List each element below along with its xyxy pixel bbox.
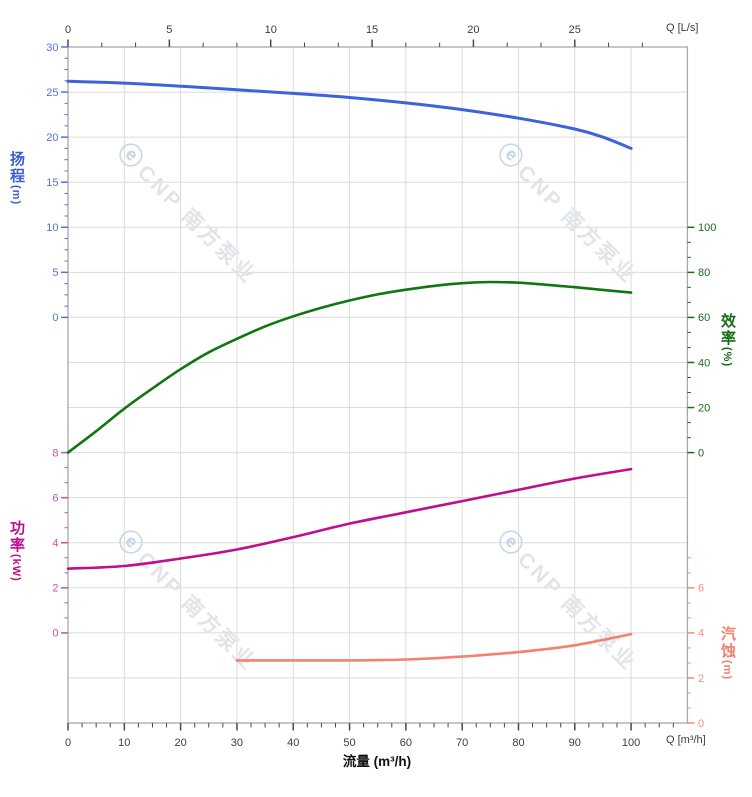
power-axis-unit: (kW) <box>10 554 22 582</box>
curve-npsh <box>235 632 633 662</box>
npsh-axis-title-text: 汽蚀 <box>719 626 736 660</box>
power-axis-title-text: 功率 <box>8 520 25 554</box>
efficiency-axis-title: 效率(%) <box>719 313 736 368</box>
npsh-axis-tick-label: 6 <box>698 583 704 595</box>
top-axis-tick-label: 10 <box>265 24 277 36</box>
bottom-axis-tick-label: 50 <box>343 737 355 749</box>
watermark-text: CNP 南方泵业 <box>513 160 642 289</box>
head-axis-title: 扬程(m) <box>8 151 25 206</box>
npsh-axis-title: 汽蚀(m) <box>719 626 736 681</box>
curve-eff <box>66 280 633 454</box>
eff-axis-tick-label: 40 <box>698 357 710 369</box>
bottom-axis-tick-label: 0 <box>65 737 71 749</box>
eff-axis-tick-label: 60 <box>698 312 710 324</box>
eff-axis-tick-label: 20 <box>698 402 710 414</box>
bottom-axis-tick-label: 60 <box>400 737 412 749</box>
top-axis-tick-label: 0 <box>65 24 71 36</box>
power-axis-tick-label: 2 <box>52 583 58 595</box>
head-axis-title-text: 扬程 <box>8 151 25 185</box>
bottom-axis-tick-label: 80 <box>512 737 524 749</box>
head-axis-unit: (m) <box>10 185 22 206</box>
watermark: ⓔCNP 南方泵业 <box>112 524 264 676</box>
eff-axis-tick-label: 80 <box>698 267 710 279</box>
watermark-text: CNP 南方泵业 <box>133 547 262 676</box>
efficiency-axis-unit: (%) <box>721 347 733 368</box>
power-axis-tick-label: 6 <box>52 492 58 504</box>
eff-axis-tick-label: 0 <box>698 447 704 459</box>
head-axis-tick-label: 15 <box>46 177 58 189</box>
head-axis-tick-label: 0 <box>52 312 58 324</box>
bottom-axis-tick-label: 100 <box>622 737 640 749</box>
npsh-axis-tick-label: 4 <box>698 628 704 640</box>
power-axis-tick-label: 4 <box>52 538 58 550</box>
top-axis-tick-label: 20 <box>467 24 479 36</box>
bottom-axis-tick-label: 40 <box>287 737 299 749</box>
power-axis-tick-label: 0 <box>52 628 58 640</box>
bottom-axis-tick-label: 30 <box>231 737 243 749</box>
npsh-axis-tick-label: 0 <box>698 718 704 730</box>
bottom-axis-tick-label: 90 <box>569 737 581 749</box>
watermark: ⓔCNP 南方泵业 <box>112 137 264 289</box>
top-axis-tick-label: 25 <box>569 24 581 36</box>
watermark-text: CNP 南方泵业 <box>133 160 262 289</box>
head-axis-tick-label: 20 <box>46 132 58 144</box>
npsh-axis-tick-label: 2 <box>698 673 704 685</box>
bottom-axis-unit-label: Q [m³/h] <box>666 734 706 746</box>
watermark-text: CNP 南方泵业 <box>513 547 642 676</box>
top-axis-tick-label: 5 <box>166 24 172 36</box>
head-axis-tick-label: 30 <box>46 42 58 54</box>
power-axis-tick-label: 8 <box>52 447 58 459</box>
watermark: ⓔCNP 南方泵业 <box>492 137 644 289</box>
head-axis-tick-label: 25 <box>46 87 58 99</box>
eff-axis-tick-label: 100 <box>698 222 716 234</box>
bottom-axis-tick-label: 70 <box>456 737 468 749</box>
curve-power <box>66 467 633 570</box>
top-axis-tick-label: 15 <box>366 24 378 36</box>
efficiency-axis-title-text: 效率 <box>719 313 736 347</box>
curve-head <box>66 79 633 150</box>
head-axis-tick-label: 5 <box>52 267 58 279</box>
bottom-axis-tick-label: 20 <box>174 737 186 749</box>
top-axis-unit-label: Q [L/s] <box>666 22 699 34</box>
flow-axis-title: 流量 (m³/h) <box>342 754 412 769</box>
npsh-axis-unit: (m) <box>721 660 733 681</box>
power-axis-title: 功率(kW) <box>8 520 25 582</box>
bottom-axis-tick-label: 10 <box>118 737 130 749</box>
head-axis-tick-label: 10 <box>46 222 58 234</box>
